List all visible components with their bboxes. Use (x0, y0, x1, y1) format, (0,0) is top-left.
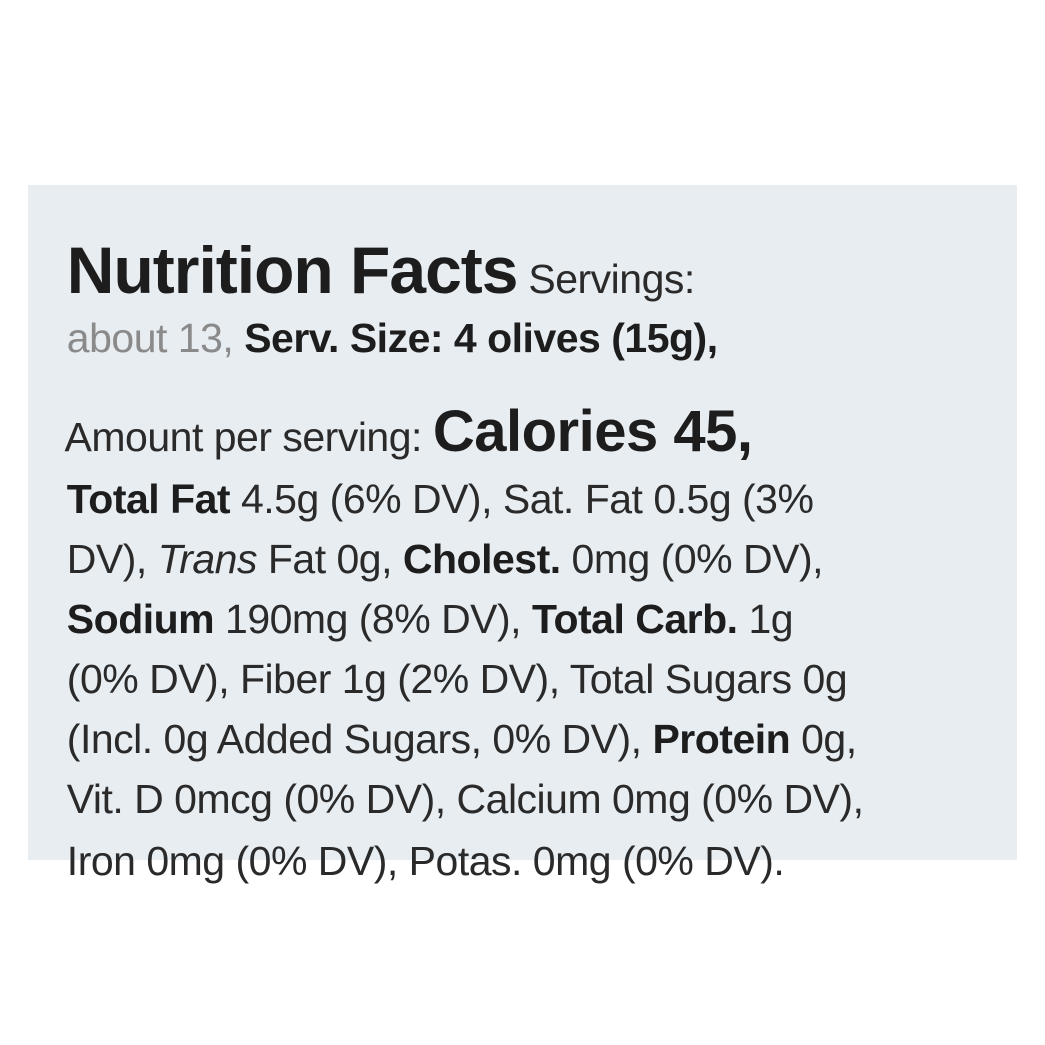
label-text-bold: Serv. Size: 4 olives (15g), (244, 315, 718, 361)
label-panel (28, 185, 1017, 860)
label-line: Sodium 190mg (8% DV), Total Carb. 1g (45, 558, 794, 642)
label-line: Nutrition Facts Servings: (45, 196, 696, 303)
label-text-bold: Total Fat (66, 476, 231, 522)
label-text: 1g (737, 596, 794, 642)
label-text-italic: Trans (157, 536, 258, 582)
label-line: Vit. D 0mcg (0% DV), Calcium 0mg (0% DV)… (45, 738, 864, 822)
label-text: Vit. D 0mcg (0% DV), Calcium 0mg (0% DV)… (66, 776, 864, 822)
label-text-bold: Cholest. (402, 536, 561, 582)
label-calories: Calories 45, (432, 399, 753, 464)
label-line: Total Fat 4.5g (6% DV), Sat. Fat 0.5g (3… (45, 438, 814, 522)
label-text: Fat 0g, (256, 536, 403, 582)
label-text-bold: Total Carb. (531, 596, 738, 642)
label-text: about 13, (66, 315, 245, 361)
label-line: DV), Trans Fat 0g, Cholest. 0mg (0% DV), (45, 498, 824, 582)
label-line: (Incl. 0g Added Sugars, 0% DV), Protein … (45, 678, 857, 760)
label-title: Nutrition Facts (66, 233, 519, 307)
label-text: (Incl. 0g Added Sugars, 0% DV), (66, 716, 653, 762)
label-text-bold: Protein (652, 716, 791, 762)
label-text: 190mg (8% DV), (214, 596, 532, 642)
label-text: 0mg (0% DV), (560, 536, 824, 582)
label-text: Iron 0mg (0% DV), Potas. 0mg (0% DV). (66, 838, 785, 884)
label-text: DV), (66, 536, 158, 582)
label-line: (0% DV), Fiber 1g (2% DV), Total Sugars … (45, 618, 848, 702)
label-text-bold: Sodium (66, 596, 215, 642)
label-text: (0% DV), Fiber 1g (2% DV), Total Sugars … (66, 656, 848, 702)
label-text: Servings: (517, 256, 695, 302)
label-text: 0g, (790, 716, 857, 762)
label-line: Amount per serving: Calories 45, (45, 362, 753, 464)
label-text: Amount per serving: (64, 414, 433, 460)
label-line: Iron 0mg (0% DV), Potas. 0mg (0% DV). (45, 800, 785, 884)
label-line: about 13, Serv. Size: 4 olives (15g), (45, 277, 718, 359)
label-text: 4.5g (6% DV), Sat. Fat 0.5g (3% (230, 476, 814, 522)
